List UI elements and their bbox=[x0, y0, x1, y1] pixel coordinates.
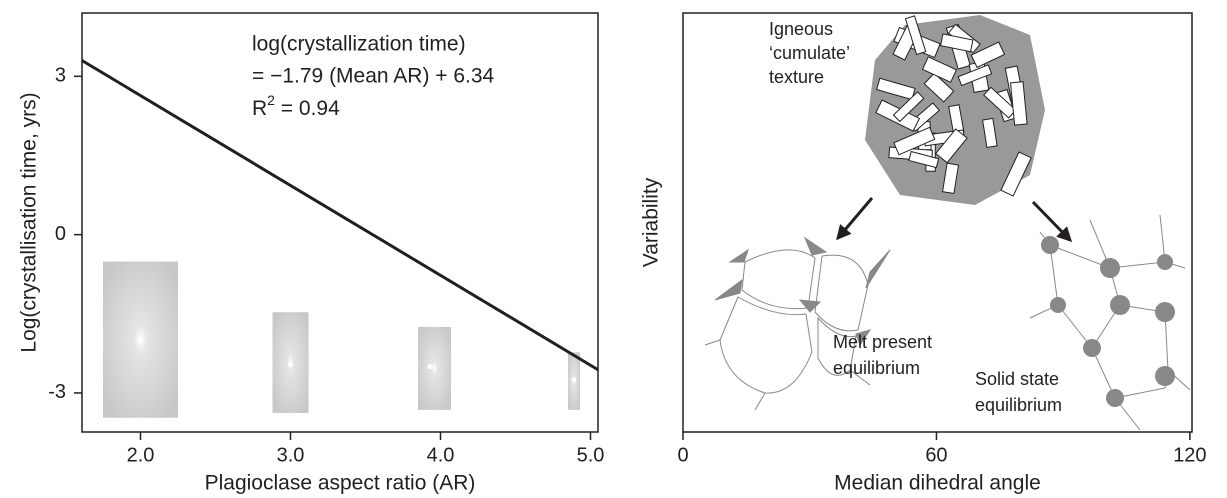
point bbox=[138, 338, 143, 343]
annotation: log(crystallization time) bbox=[252, 33, 466, 56]
melt-label: Melt present bbox=[833, 332, 932, 352]
figure: 2.0 3.0 4.0 5.0 -3 0 3 Plagioclase aspect ratio… bbox=[0, 0, 1227, 498]
arrow bbox=[1033, 202, 1070, 240]
y-tick-label: -3 bbox=[48, 381, 66, 403]
x-tick-label: 4.0 bbox=[427, 444, 455, 466]
r-base: R bbox=[252, 97, 267, 120]
left-panel: 2.0 3.0 4.0 5.0 -3 0 3 Plagioclase aspect ratio… bbox=[18, 13, 605, 495]
point bbox=[288, 362, 293, 367]
cumulate-label: Igneous bbox=[769, 19, 833, 39]
right-panel: 0 60 120 Median dihedral angle Variability Ig… bbox=[640, 13, 1207, 495]
melt-texture bbox=[705, 238, 890, 410]
solid-label: equilibrium bbox=[975, 395, 1062, 415]
point bbox=[428, 364, 433, 369]
y-axis-label: Variability bbox=[640, 177, 663, 267]
grains bbox=[1041, 236, 1175, 407]
x-axis-label: Plagioclase aspect ratio (AR) bbox=[205, 472, 476, 495]
point bbox=[572, 377, 577, 382]
x-tick-label: 0 bbox=[677, 444, 688, 466]
r-rest: = 0.94 bbox=[275, 97, 340, 120]
x-tick-label: 60 bbox=[925, 444, 947, 466]
annotation: = −1.79 (Mean AR) + 6.34 bbox=[252, 65, 495, 88]
arrow bbox=[838, 198, 872, 238]
x-tick-label: 2.0 bbox=[127, 444, 155, 466]
x-tick-label: 5.0 bbox=[577, 444, 605, 466]
x-tick-label: 3.0 bbox=[277, 444, 305, 466]
range-box bbox=[418, 327, 451, 410]
cumulate-label: texture bbox=[769, 67, 824, 87]
r-sup: 2 bbox=[267, 92, 275, 108]
r-squared: R2 = 0.94 bbox=[252, 92, 340, 120]
y-axis-label: Log(crystallisation time, yrs) bbox=[18, 92, 41, 352]
x-tick-label: 120 bbox=[1173, 444, 1206, 466]
cumulate-label: ‘cumulate’ bbox=[769, 43, 850, 63]
x-axis-label: Median dihedral angle bbox=[834, 472, 1041, 495]
melt-label: equilibrium bbox=[833, 358, 920, 378]
solid-label: Solid state bbox=[975, 369, 1059, 389]
y-tick-label: 3 bbox=[55, 65, 66, 87]
y-tick-label: 0 bbox=[55, 223, 66, 245]
